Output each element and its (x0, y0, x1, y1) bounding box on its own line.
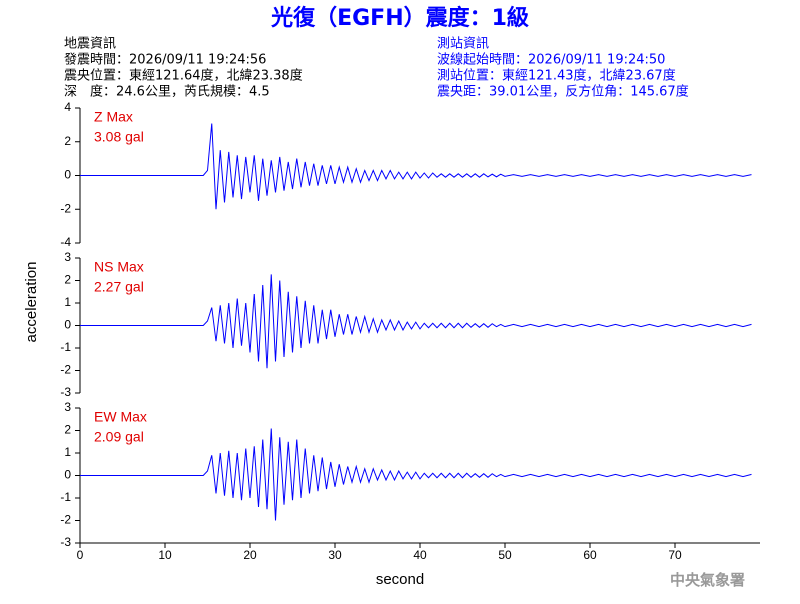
max-annotation: 2.09 gal (94, 429, 144, 445)
y-tick-label: 2 (64, 134, 71, 148)
waveform (80, 274, 752, 369)
title: 光復（EGFH）震度：1級 (270, 5, 529, 31)
y-tick-label: -3 (60, 535, 71, 549)
y-tick-label: -1 (60, 340, 71, 354)
max-annotation: 2.27 gal (94, 279, 144, 295)
y-tick-label: 4 (64, 100, 71, 114)
y-tick-label: 2 (64, 273, 71, 287)
info-line: 震央距：39.01公里，反方位角：145.67度 (437, 84, 689, 100)
y-tick-label: 3 (64, 250, 71, 264)
x-tick-label: 0 (77, 548, 84, 562)
x-tick-label: 30 (328, 548, 342, 562)
x-tick-label: 20 (243, 548, 257, 562)
y-tick-label: 0 (64, 318, 71, 332)
info-line: 測站資訊 (437, 37, 489, 52)
info-line: 地震資訊 (64, 37, 116, 52)
y-tick-label: 3 (64, 400, 71, 414)
x-tick-label: 60 (583, 548, 597, 562)
info-line: 波線起始時間：2026/09/11 19:24:50 (437, 52, 665, 68)
waveform (80, 123, 752, 210)
y-tick-label: -4 (60, 235, 71, 249)
y-tick-label: -3 (60, 385, 71, 399)
x-tick-label: 40 (413, 548, 427, 562)
y-tick-label: 1 (64, 295, 71, 309)
y-tick-label: -2 (60, 201, 71, 215)
y-axis-label: acceleration (23, 262, 40, 343)
x-tick-label: 10 (158, 548, 172, 562)
y-tick-label: -1 (60, 490, 71, 504)
y-tick-label: 0 (64, 168, 71, 182)
y-tick-label: 0 (64, 468, 71, 482)
x-tick-label: 70 (668, 548, 682, 562)
footer: 中央氣象署 (670, 571, 745, 589)
max-annotation: NS Max (94, 259, 144, 275)
info-line: 測站位置：東經121.43度，北緯23.67度 (437, 68, 676, 84)
max-annotation: EW Max (94, 409, 147, 425)
y-tick-label: 2 (64, 423, 71, 437)
max-annotation: Z Max (94, 109, 133, 125)
y-tick-label: 1 (64, 445, 71, 459)
info-line: 發震時間：2026/09/11 19:24:56 (64, 53, 266, 68)
x-tick-label: 50 (498, 548, 512, 562)
y-tick-label: -2 (60, 363, 71, 377)
y-tick-label: -2 (60, 513, 71, 527)
info-line: 震央位置：東經121.64度，北緯23.38度 (64, 68, 303, 84)
x-axis-label: second (376, 571, 424, 588)
event-info: 地震資訊 發震時間：2026/09/11 19:24:56 震央位置：東經121… (64, 37, 303, 100)
station-info: 測站資訊 波線起始時間：2026/09/11 19:24:50 測站位置：東經1… (437, 37, 689, 100)
waveform (80, 428, 752, 521)
max-annotation: 3.08 gal (94, 129, 144, 145)
info-line: 深 度：24.6公里，芮氏規模：4.5 (64, 84, 270, 100)
